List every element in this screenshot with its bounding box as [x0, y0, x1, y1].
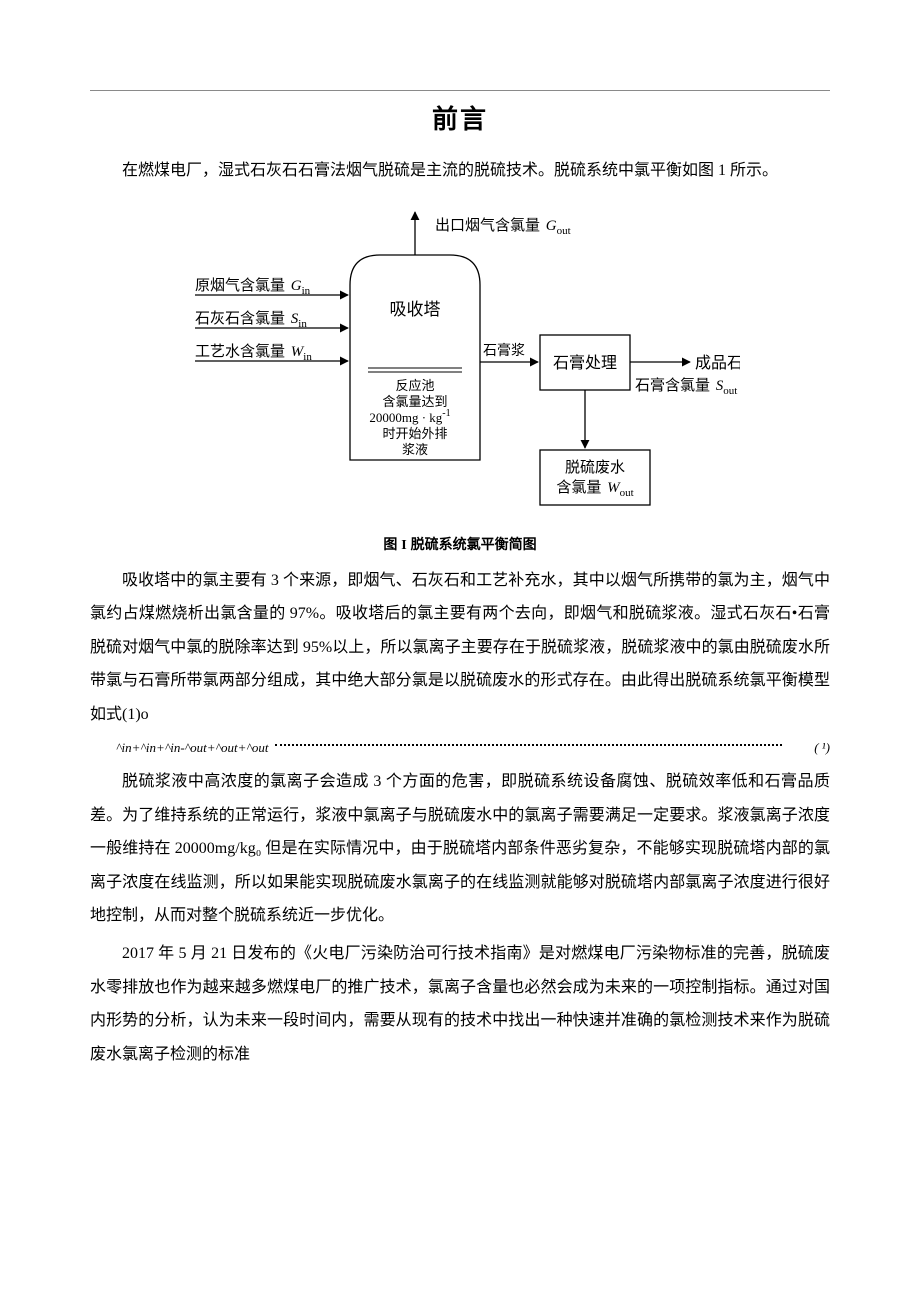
outlet-gas-label: 出口烟气含氯量 Gout — [435, 217, 571, 237]
figure-caption: 图 I 脱硫系统氯平衡简图 — [383, 534, 536, 554]
flow-diagram: 吸收塔 反应池 含氯量达到 20000mg · kg-1 时开始外排 浆液 出口… — [180, 200, 740, 530]
page-title: 前言 — [90, 99, 830, 136]
pool-text-3: 20000mg · kg-1 — [369, 408, 450, 425]
figure-1: 吸收塔 反应池 含氯量达到 20000mg · kg-1 时开始外排 浆液 出口… — [90, 200, 830, 560]
inlet-gas-label: 原烟气含氯量 Gin — [195, 277, 311, 297]
waste-label-1: 脱硫废水 — [565, 459, 625, 476]
gypsum-processing-label: 石膏处理 — [553, 353, 617, 372]
pool-text-1: 反应池 — [395, 378, 434, 393]
equation-leader-dots — [275, 744, 783, 746]
equation-1: ^in+^in+^in-^out+^out+^out ( ¹) — [90, 736, 830, 759]
document-page: 前言 在燃煤电厂，湿式石灰石石膏法烟气脱硫是主流的脱硫技术。脱硫系统中氯平衡如图… — [0, 0, 920, 1301]
equation-number: ( ¹) — [788, 736, 830, 759]
product-cl-label: 石膏含氯量 Sout — [635, 377, 737, 397]
pool-text-5: 浆液 — [402, 442, 428, 457]
paragraph-3: 脱硫浆液中高浓度的氯离子会造成 3 个方面的危害，即脱硫系统设备腐蚀、脱硫效率低… — [90, 765, 830, 933]
figure-caption-prefix: 图 — [383, 536, 397, 552]
slurry-label: 石膏浆 — [483, 342, 525, 359]
inlet-water-label: 工艺水含氯量 Win — [195, 343, 312, 363]
inlet-lime-label: 石灰石含氯量 Sin — [195, 310, 307, 330]
equation-text: ^in+^in+^in-^out+^out+^out — [90, 736, 269, 759]
product-label: 成品石膏 — [695, 353, 740, 372]
top-rule — [90, 90, 830, 91]
waste-label-2: 含氯量 Wout — [556, 479, 633, 499]
tower-label: 吸收塔 — [390, 300, 441, 319]
paragraph-1: 在燃煤电厂，湿式石灰石石膏法烟气脱硫是主流的脱硫技术。脱硫系统中氯平衡如图 1 … — [90, 154, 830, 188]
paragraph-2: 吸收塔中的氯主要有 3 个来源，即烟气、石灰石和工艺补充水，其中以烟气所携带的氯… — [90, 564, 830, 732]
figure-caption-text: 脱硫系统氯平衡简图 — [411, 536, 537, 552]
pool-text-2: 含氯量达到 — [382, 394, 447, 409]
paragraph-4: 2017 年 5 月 21 日发布的《火电厂污染防治可行技术指南》是对燃煤电厂污… — [90, 937, 830, 1071]
pool-text-4: 时开始外排 — [382, 426, 447, 441]
figure-caption-roman: I — [401, 538, 406, 553]
